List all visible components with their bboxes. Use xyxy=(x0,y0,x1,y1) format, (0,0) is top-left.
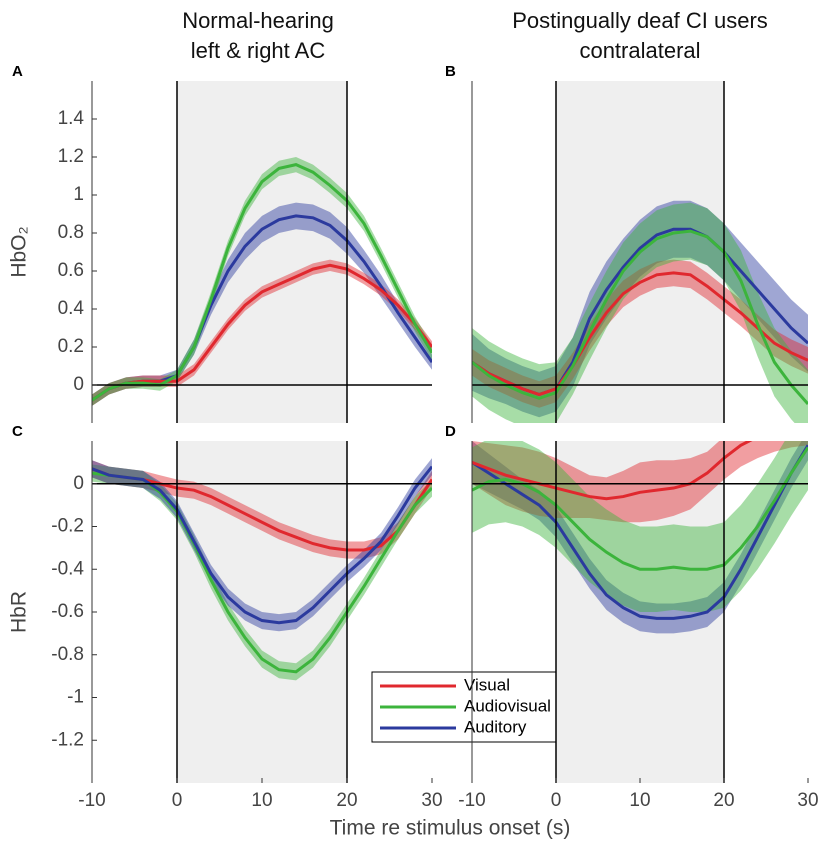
stimulus-region xyxy=(177,441,347,783)
y-tick-label: -1.2 xyxy=(51,729,84,750)
series-line xyxy=(472,229,808,405)
y-tick-label: -0.2 xyxy=(51,516,84,537)
y-tick-label: -0.4 xyxy=(51,558,84,579)
series-line xyxy=(472,441,753,501)
panel-label: A xyxy=(12,63,23,80)
panel-label: B xyxy=(445,63,456,80)
series-line xyxy=(472,444,808,620)
y-tick-label: -0.6 xyxy=(51,601,84,622)
y-tick-label: 0 xyxy=(73,374,84,395)
column-title: Normal-hearing xyxy=(182,8,334,33)
column-title: Postingually deaf CI users xyxy=(512,8,768,33)
y-tick-label: -1 xyxy=(67,687,84,708)
x-tick-label: -10 xyxy=(78,790,105,811)
legend-label: Visual xyxy=(464,675,510,694)
error-band xyxy=(92,259,432,406)
plot-area xyxy=(92,81,432,423)
column-title: left & right AC xyxy=(191,38,326,63)
y-tick-label: 1.4 xyxy=(58,108,85,129)
x-tick-label: 20 xyxy=(713,790,734,811)
x-tick-label: 10 xyxy=(629,790,650,811)
y-tick-label: 1 xyxy=(73,184,84,205)
x-axis-label: Time re stimulus onset (s) xyxy=(330,817,571,840)
panel-label: C xyxy=(12,423,23,440)
legend-label: Audiovisual xyxy=(464,696,551,715)
series-line xyxy=(92,163,432,402)
stimulus-region xyxy=(177,81,347,423)
column-title: contralateral xyxy=(579,38,700,63)
x-tick-label: 30 xyxy=(797,790,818,811)
x-tick-label: -10 xyxy=(458,790,485,811)
y-tick-label: -0.8 xyxy=(51,644,84,665)
y-axis-label: HbR xyxy=(8,591,31,633)
y-tick-label: 0.8 xyxy=(58,222,84,243)
y-tick-label: 0.4 xyxy=(58,298,85,319)
stimulus-region xyxy=(556,441,724,783)
y-tick-label: 0.6 xyxy=(58,260,84,281)
y-tick-label: 0.2 xyxy=(58,336,84,357)
x-tick-label: 30 xyxy=(421,790,442,811)
x-tick-label: 10 xyxy=(251,790,272,811)
series-line xyxy=(472,446,808,571)
series-line xyxy=(472,271,808,397)
y-tick-label: 1.2 xyxy=(58,146,84,167)
x-tick-label: 20 xyxy=(336,790,357,811)
legend-label: Auditory xyxy=(464,717,527,736)
y-axis-label: HbO₂ xyxy=(8,226,31,277)
error-band xyxy=(92,157,432,406)
x-tick-label: 0 xyxy=(172,790,183,811)
y-tick-label: 0 xyxy=(73,473,84,494)
series-line xyxy=(92,263,432,402)
panel-label: D xyxy=(445,423,456,440)
x-tick-label: 0 xyxy=(551,790,562,811)
